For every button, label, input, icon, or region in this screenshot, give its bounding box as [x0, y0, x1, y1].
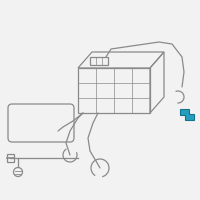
Bar [7, 154, 14, 162]
Polygon shape [180, 109, 194, 120]
Bar [90, 57, 108, 65]
